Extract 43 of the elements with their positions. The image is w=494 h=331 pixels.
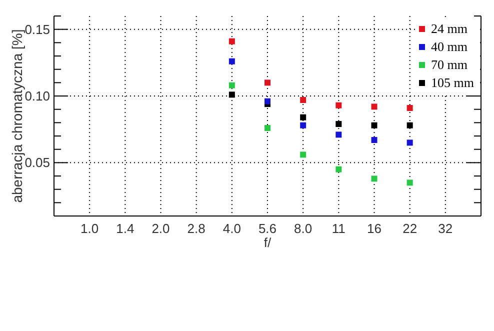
- y-axis-title: aberracja chromatyczna [%]: [9, 29, 25, 203]
- point: [300, 152, 306, 158]
- x-tick-label: 8.0: [294, 221, 312, 236]
- legend-label: 70 mm: [431, 56, 468, 74]
- x-tick-label: 5.6: [258, 221, 277, 236]
- y-tick-label: 0.05: [24, 155, 50, 170]
- point: [406, 105, 413, 111]
- point: [406, 180, 413, 186]
- point: [371, 176, 378, 182]
- point: [264, 80, 270, 86]
- x-tick-label: 11: [332, 221, 346, 236]
- point: [300, 114, 306, 120]
- point: [406, 122, 413, 128]
- x-tick-label: 1.4: [116, 221, 134, 236]
- legend-label: 105 mm: [431, 74, 474, 92]
- point: [406, 140, 413, 146]
- point: [228, 58, 235, 64]
- point: [371, 104, 378, 110]
- legend-label: 40 mm: [431, 38, 468, 56]
- y-tick-label: 0.15: [24, 22, 50, 37]
- point: [336, 102, 342, 108]
- point: [264, 98, 270, 104]
- point: [228, 38, 235, 44]
- x-tick-label: 32: [438, 221, 453, 236]
- y-tick-label: 0.10: [24, 88, 50, 104]
- x-tick-label: 2.0: [152, 221, 170, 236]
- point: [336, 121, 342, 127]
- x-axis-title: f/: [264, 235, 272, 250]
- x-tick-label: 4.0: [222, 221, 241, 236]
- point: [300, 97, 306, 103]
- point: [264, 125, 270, 131]
- x-tick-label: 2.8: [187, 221, 206, 236]
- x-tick-label: 1.0: [80, 221, 99, 236]
- point: [300, 122, 306, 128]
- legend-label: 24 mm: [431, 20, 468, 38]
- x-tick-label: 22: [402, 221, 418, 236]
- point: [336, 166, 342, 172]
- point: [228, 82, 235, 88]
- point: [371, 137, 378, 143]
- x-tick-label: 16: [367, 221, 382, 236]
- point: [228, 92, 235, 98]
- point: [371, 122, 378, 128]
- point: [336, 132, 342, 138]
